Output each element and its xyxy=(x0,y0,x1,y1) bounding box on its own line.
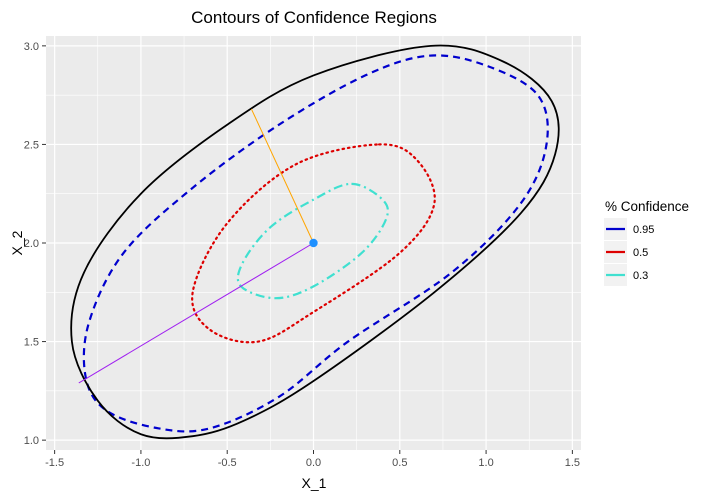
y-axis-label: X_2 xyxy=(9,230,25,255)
x-tick-label: 1.0 xyxy=(478,457,493,469)
legend-label: 0.5 xyxy=(633,247,648,259)
legend-title: % Confidence xyxy=(605,199,689,214)
legend: % Confidence 0.95 0.5 0.3 xyxy=(604,199,689,286)
series-0-95 xyxy=(82,54,549,433)
legend-items: 0.95 0.5 0.3 xyxy=(604,218,654,286)
y-tick-label: 2.5 xyxy=(24,139,39,151)
x-tick-label: 0.0 xyxy=(306,457,321,469)
points-layer xyxy=(309,238,318,248)
x-axis-label: X_1 xyxy=(302,475,327,491)
y-tick-label: 1.5 xyxy=(24,337,39,349)
center-point xyxy=(309,238,318,248)
x-axis: -1.5 -1.0 -0.5 0.0 0.5 1.0 1.5 xyxy=(45,450,580,469)
series-line-5 xyxy=(78,242,314,384)
series-line-3 xyxy=(70,44,560,440)
x-tick-label: -1.0 xyxy=(131,457,150,469)
chart-title: Contours of Confidence Regions xyxy=(191,8,437,27)
y-axis: 1.0 1.5 2.0 2.5 3.0 xyxy=(24,41,46,447)
series-0-5 xyxy=(191,143,436,344)
y-tick-label: 2.0 xyxy=(24,238,39,250)
y-tick-label: 1.0 xyxy=(24,435,39,447)
legend-label: 0.3 xyxy=(633,270,648,282)
x-tick-label: 1.5 xyxy=(565,457,580,469)
series-layer xyxy=(70,44,560,440)
series-line-4 xyxy=(250,108,314,244)
y-tick-label: 3.0 xyxy=(24,41,39,53)
x-tick-label: -0.5 xyxy=(218,457,237,469)
x-tick-label: -1.5 xyxy=(45,457,64,469)
legend-label: 0.95 xyxy=(633,224,654,236)
x-tick-label: 0.5 xyxy=(392,457,407,469)
series-0-3 xyxy=(236,182,390,300)
